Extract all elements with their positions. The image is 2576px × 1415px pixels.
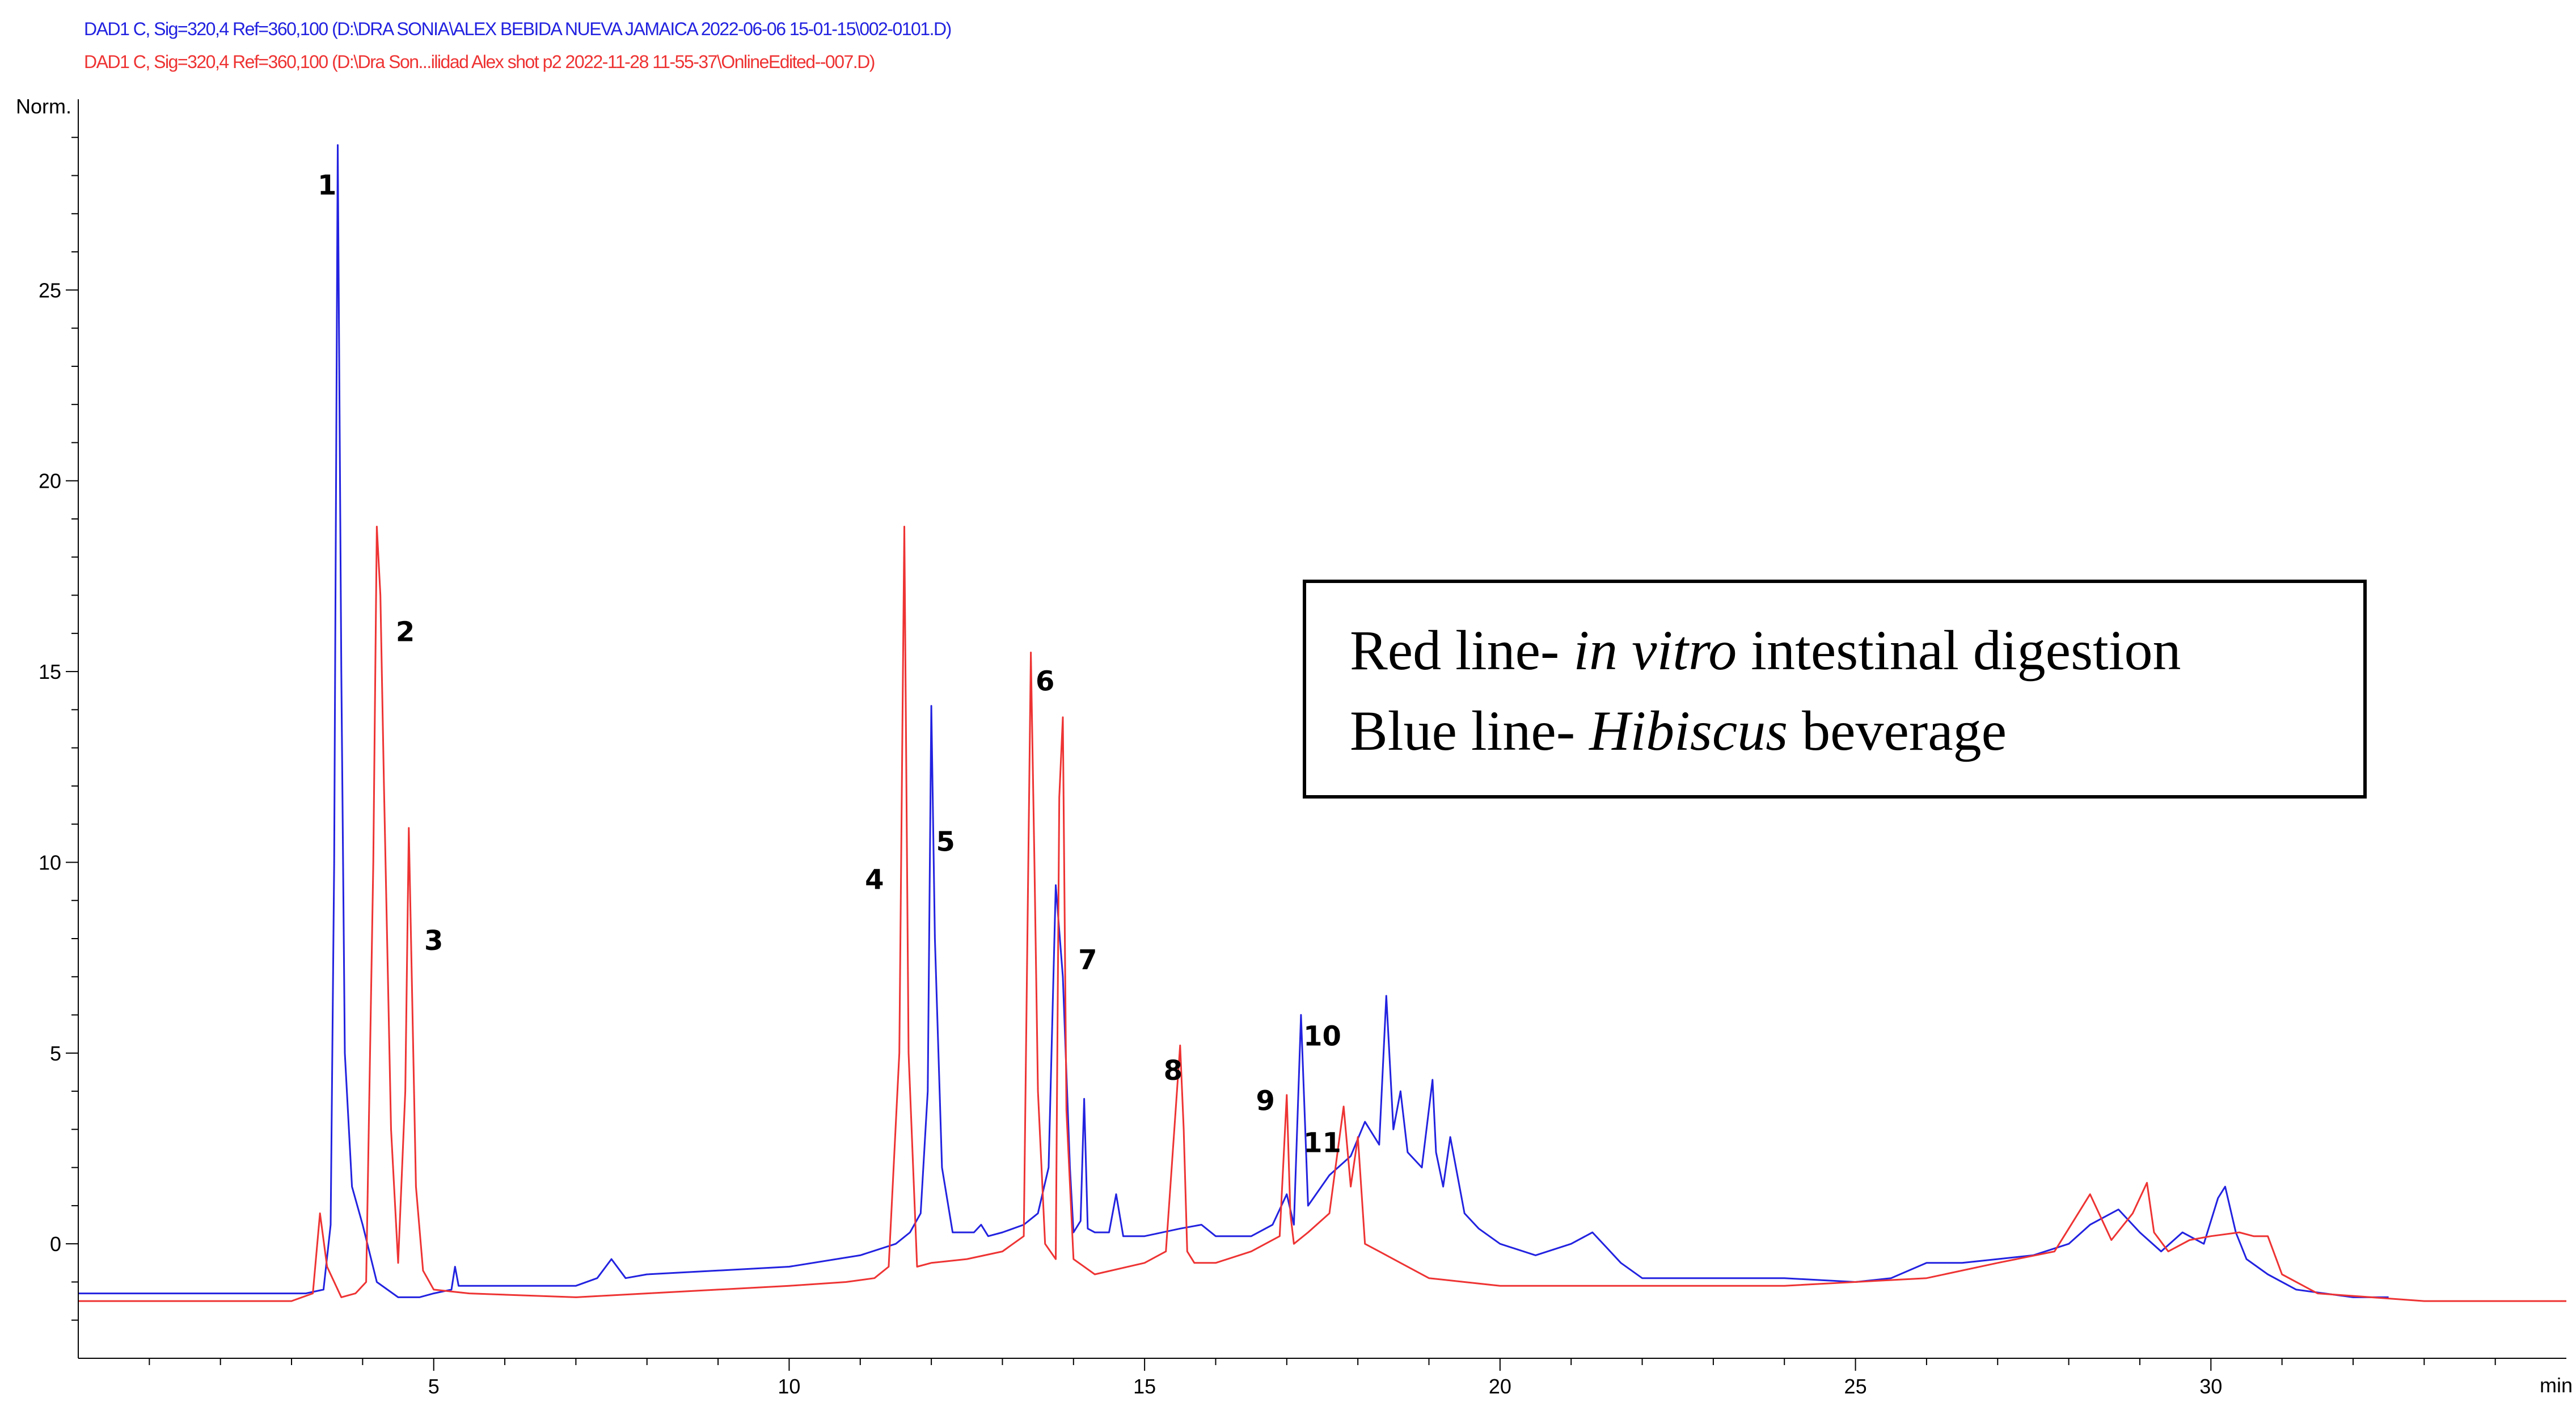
legend-blue-suffix: beverage — [1788, 699, 2007, 762]
legend-red-suffix: intestinal digestion — [1737, 619, 2181, 682]
peak-label-3: 3 — [424, 925, 443, 957]
red-signal-header: DAD1 C, Sig=320,4 Ref=360,100 (D:\Dra So… — [84, 52, 875, 72]
peak-label-8: 8 — [1164, 1055, 1183, 1087]
legend-blue-line: Blue line- Hibiscus beverage — [1350, 699, 2007, 762]
legend-red-line: Red line- in vitro intestinal digestion — [1350, 619, 2181, 682]
peak-label-7: 7 — [1078, 944, 1097, 976]
x-tick-label: 25 — [1844, 1375, 1867, 1398]
plot-area — [78, 144, 2566, 1302]
legend-blue-italic: Hibiscus — [1588, 699, 1788, 762]
y-tick-label: 15 — [39, 660, 61, 683]
blue-series-line — [78, 144, 2389, 1298]
x-tick-label: 30 — [2199, 1375, 2222, 1398]
legend-border — [1303, 580, 2367, 799]
blue-signal-header: DAD1 C, Sig=320,4 Ref=360,100 (D:\DRA SO… — [84, 19, 951, 39]
x-tick-label: 15 — [1133, 1375, 1156, 1398]
peak-label-1: 1 — [318, 170, 336, 201]
legend-red-prefix: Red line- — [1350, 619, 1573, 682]
peak-label-10: 10 — [1303, 1020, 1341, 1052]
y-tick-label: 0 — [50, 1232, 61, 1256]
peak-label-4: 4 — [865, 864, 884, 896]
x-tick-label: 20 — [1489, 1375, 1511, 1398]
peak-label-9: 9 — [1256, 1085, 1275, 1117]
y-tick-label: 10 — [39, 851, 61, 874]
legend-red-italic: in vitro — [1573, 619, 1737, 682]
y-axis-label: Norm. — [16, 95, 71, 118]
y-tick-label: 25 — [39, 278, 61, 302]
peak-label-2: 2 — [396, 616, 415, 648]
peak-label-5: 5 — [936, 826, 955, 858]
y-tick-label: 20 — [39, 470, 61, 493]
peak-label-6: 6 — [1036, 666, 1054, 698]
y-tick-label: 5 — [50, 1042, 61, 1065]
legend-box: Red line- in vitro intestinal digestion … — [1303, 580, 2367, 799]
red-series-line — [78, 526, 2566, 1302]
legend-blue-prefix: Blue line- — [1350, 699, 1589, 762]
x-axis-label: min — [2540, 1374, 2573, 1397]
x-tick-label: 5 — [428, 1375, 440, 1398]
x-tick-label: 10 — [778, 1375, 800, 1398]
peak-label-11: 11 — [1303, 1127, 1341, 1159]
